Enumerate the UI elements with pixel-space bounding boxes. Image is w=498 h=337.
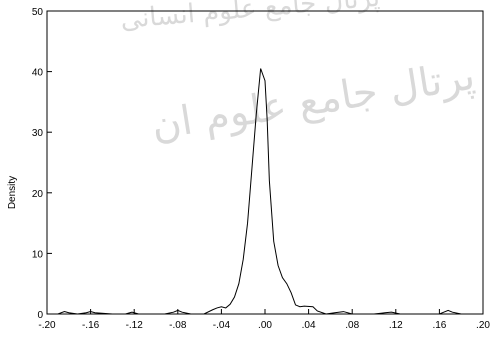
y-tick-label: 50 — [32, 7, 44, 18]
y-tick-label: 30 — [32, 128, 44, 139]
x-tick-label: -.20 — [38, 320, 56, 331]
y-axis: 0 10 20 30 40 50 — [32, 7, 52, 321]
y-tick-label: 0 — [37, 310, 43, 321]
x-axis: -.20 -.16 -.12 -.08 -.04 .00 .04 .08 .12 .16 .20 — [38, 309, 490, 331]
density-line — [47, 68, 483, 315]
x-tick-label: .16 — [432, 320, 446, 331]
y-tick-label: 10 — [32, 249, 44, 260]
x-tick-label: .12 — [389, 320, 403, 331]
plot-area-frame — [46, 10, 484, 315]
y-tick-label: 40 — [32, 68, 44, 79]
x-tick-label: .04 — [302, 320, 316, 331]
x-tick-label: -.12 — [126, 320, 144, 331]
x-tick-label: -.04 — [213, 320, 231, 331]
x-tick-label: .00 — [258, 320, 272, 331]
y-tick-label: 20 — [32, 189, 44, 200]
x-tick-label: .08 — [345, 320, 359, 331]
x-tick-label: -.08 — [169, 320, 187, 331]
x-tick-label: .20 — [476, 320, 490, 331]
x-tick-label: -.16 — [82, 320, 100, 331]
y-axis-label: Density — [7, 176, 18, 209]
